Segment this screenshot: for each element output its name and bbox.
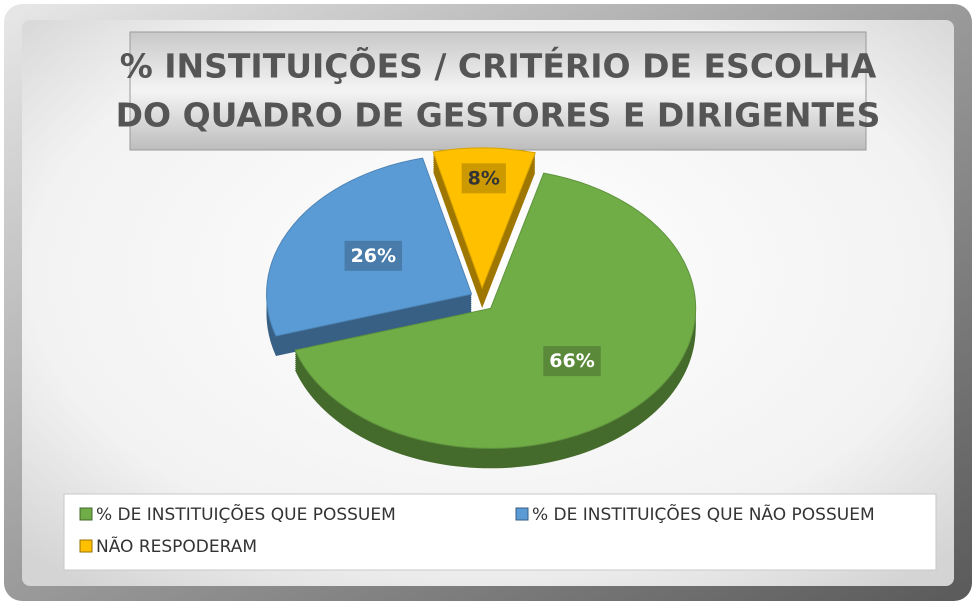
data-label: 66% xyxy=(549,350,594,372)
legend-label: NÃO RESPODERAM xyxy=(96,535,257,557)
data-label-box xyxy=(461,163,506,194)
title-box xyxy=(129,31,867,151)
data-label: 26% xyxy=(351,245,396,267)
data-label: 8% xyxy=(468,167,500,189)
chart-panel xyxy=(22,20,954,586)
pie-slice xyxy=(294,172,697,449)
chart-title: DO QUADRO DE GESTORES E DIRIGENTES xyxy=(116,96,881,135)
data-label-box xyxy=(344,240,403,271)
legend-label: % DE INSTITUIÇÕES QUE NÃO POSSUEM xyxy=(532,503,875,525)
chart-title: % INSTITUIÇÕES / CRITÉRIO DE ESCOLHA xyxy=(120,46,877,86)
legend-swatch xyxy=(79,539,93,553)
data-label-box xyxy=(543,346,601,377)
legend-box xyxy=(63,493,937,571)
legend-swatch xyxy=(79,507,93,521)
legend-swatch xyxy=(515,507,529,521)
legend-label: % DE INSTITUIÇÕES QUE POSSUEM xyxy=(96,503,396,525)
pie: 66% 26% 8% xyxy=(266,147,697,469)
pie-slice xyxy=(432,147,536,290)
